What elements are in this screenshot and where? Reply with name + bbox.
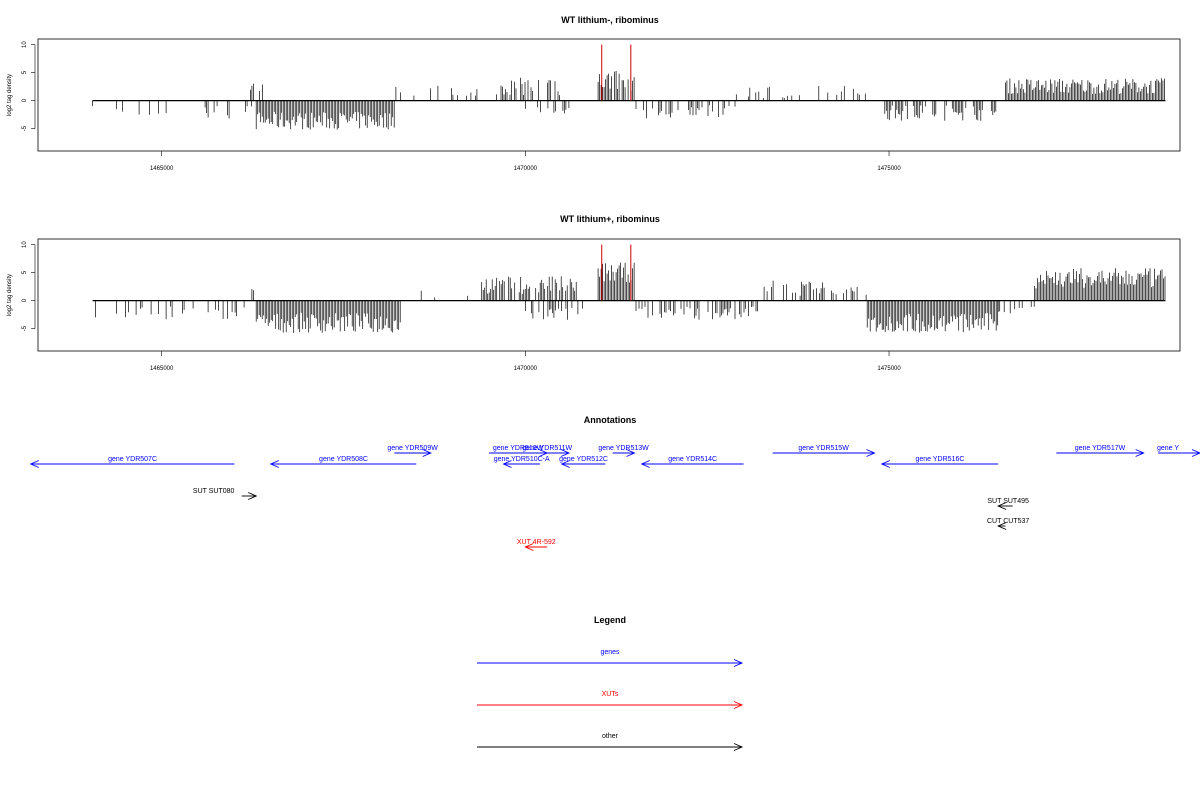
- legend-item-xut: XUTs: [477, 691, 744, 709]
- feature-gene: gene YDR507C: [29, 456, 235, 468]
- signal-bars: [92, 44, 1166, 130]
- y-tick-label: -5: [22, 325, 28, 331]
- y-axis-label: log2 tag density: [7, 274, 13, 316]
- track-panel-lithium-minus: WT lithium-, ribominus log2 tag density …: [7, 15, 1181, 172]
- annotations-panel: Annotations gene YDR507C gene YDR508Cgene…: [29, 415, 1200, 551]
- feature-label: gene YDR517W: [1075, 445, 1126, 452]
- feature-gene: gene YDR514C: [640, 456, 744, 468]
- y-tick-label: 0: [22, 98, 28, 102]
- feature-label: gene Y: [1157, 445, 1179, 452]
- feature-arrow: [241, 492, 258, 500]
- feature-list: gene YDR507C gene YDR508C gene YDR509W gene…: [29, 445, 1200, 551]
- legend-item-gene: genes: [477, 649, 744, 667]
- feature-arrow: [997, 522, 1007, 530]
- feature-gene: gene YDR515W: [772, 445, 876, 457]
- y-tick-label: 10: [22, 41, 28, 48]
- y-tick-label: 5: [22, 70, 28, 74]
- feature-arrow: [772, 449, 876, 457]
- legend-label: other: [602, 733, 619, 740]
- feature-arrow: [269, 460, 417, 468]
- feature-label: SUT SUT080: [193, 488, 235, 495]
- feature-gene: gene YDR509W: [387, 445, 438, 457]
- legend-arrow: [477, 743, 744, 751]
- feature-gene: gene YDR512C: [559, 456, 608, 468]
- annotations-title: Annotations: [584, 415, 637, 425]
- feature-label: gene YDR515W: [798, 445, 849, 452]
- x-tick-label: 1465000: [150, 166, 174, 172]
- y-axis-label: log2 tag density: [7, 74, 13, 116]
- feature-arrow: [525, 449, 571, 457]
- feature-label: gene YDR512C: [559, 456, 608, 463]
- panel-title: WT lithium+, ribominus: [560, 214, 660, 224]
- feature-label: gene YDR513W: [598, 445, 649, 452]
- feature-label: gene YDR508C: [319, 456, 368, 463]
- feature-gene: gene YDR511W: [522, 445, 573, 457]
- feature-gene: gene YDR510C-A: [494, 456, 550, 468]
- feature-gene: gene Y: [1157, 445, 1200, 457]
- y-tick-label: 10: [22, 241, 28, 248]
- feature-gene: gene YDR516C: [880, 456, 999, 468]
- feature-xut: XUT 4R-592: [517, 539, 556, 551]
- feature-label: SUT SUT495: [987, 498, 1029, 505]
- feature-label: CUT CUT537: [987, 518, 1029, 525]
- feature-arrow: [394, 449, 432, 457]
- axes: -5 0 5 10 1465000 1470000 1475000: [22, 41, 901, 172]
- track-panel-lithium-plus: WT lithium+, ribominus log2 tag density …: [7, 214, 1181, 372]
- feature-label: gene YDR516C: [916, 456, 965, 463]
- x-tick-label: 1475000: [877, 166, 901, 172]
- plot-frame: [37, 38, 1181, 152]
- feature-arrow: [502, 460, 540, 468]
- feature-gene: gene YDR513W: [598, 445, 649, 457]
- feature-other: SUT SUT495: [987, 498, 1029, 510]
- x-tick-label: 1470000: [514, 166, 538, 172]
- legend-items: genes XUTs other: [477, 649, 744, 751]
- feature-arrow: [1158, 449, 1200, 457]
- y-tick-label: -5: [22, 125, 28, 131]
- legend: Legend genes XUTs other: [477, 615, 744, 751]
- legend-arrow: [477, 701, 744, 709]
- feature-label: gene YDR507C: [108, 456, 157, 463]
- x-tick-label: 1465000: [150, 366, 174, 372]
- feature-gene: gene YDR517W: [1056, 445, 1145, 457]
- feature-arrow: [560, 460, 606, 468]
- y-tick-label: 0: [22, 298, 28, 302]
- legend-item-other: other: [477, 733, 744, 751]
- feature-arrow: [640, 460, 744, 468]
- legend-arrow: [477, 659, 744, 667]
- feature-label: XUT 4R-592: [517, 539, 556, 546]
- signal-bars: [92, 244, 1166, 333]
- feature-other: CUT CUT537: [987, 518, 1029, 530]
- plot-frame: [37, 238, 1181, 352]
- feature-arrow: [1056, 449, 1145, 457]
- feature-label: gene YDR509W: [387, 445, 438, 452]
- y-tick-label: 5: [22, 270, 28, 274]
- axes: -5 0 5 10 1465000 1470000 1475000: [22, 241, 901, 372]
- feature-label: gene YDR510C-A: [494, 456, 550, 463]
- feature-other: SUT SUT080: [193, 488, 258, 500]
- feature-label: gene YDR511W: [522, 445, 572, 452]
- feature-arrow: [612, 449, 636, 457]
- feature-arrow: [29, 460, 235, 468]
- panel-title: WT lithium-, ribominus: [561, 15, 659, 25]
- legend-title: Legend: [594, 615, 626, 625]
- x-tick-label: 1470000: [514, 366, 538, 372]
- legend-label: XUTs: [602, 691, 619, 698]
- feature-arrow: [997, 502, 1013, 510]
- feature-arrow: [524, 543, 548, 551]
- feature-label: gene YDR514C: [668, 456, 717, 463]
- feature-label: gene YDR510W: [493, 445, 544, 452]
- x-tick-label: 1475000: [877, 366, 901, 372]
- feature-gene: gene YDR508C: [269, 456, 417, 468]
- legend-label: genes: [600, 649, 620, 656]
- feature-arrow: [880, 460, 999, 468]
